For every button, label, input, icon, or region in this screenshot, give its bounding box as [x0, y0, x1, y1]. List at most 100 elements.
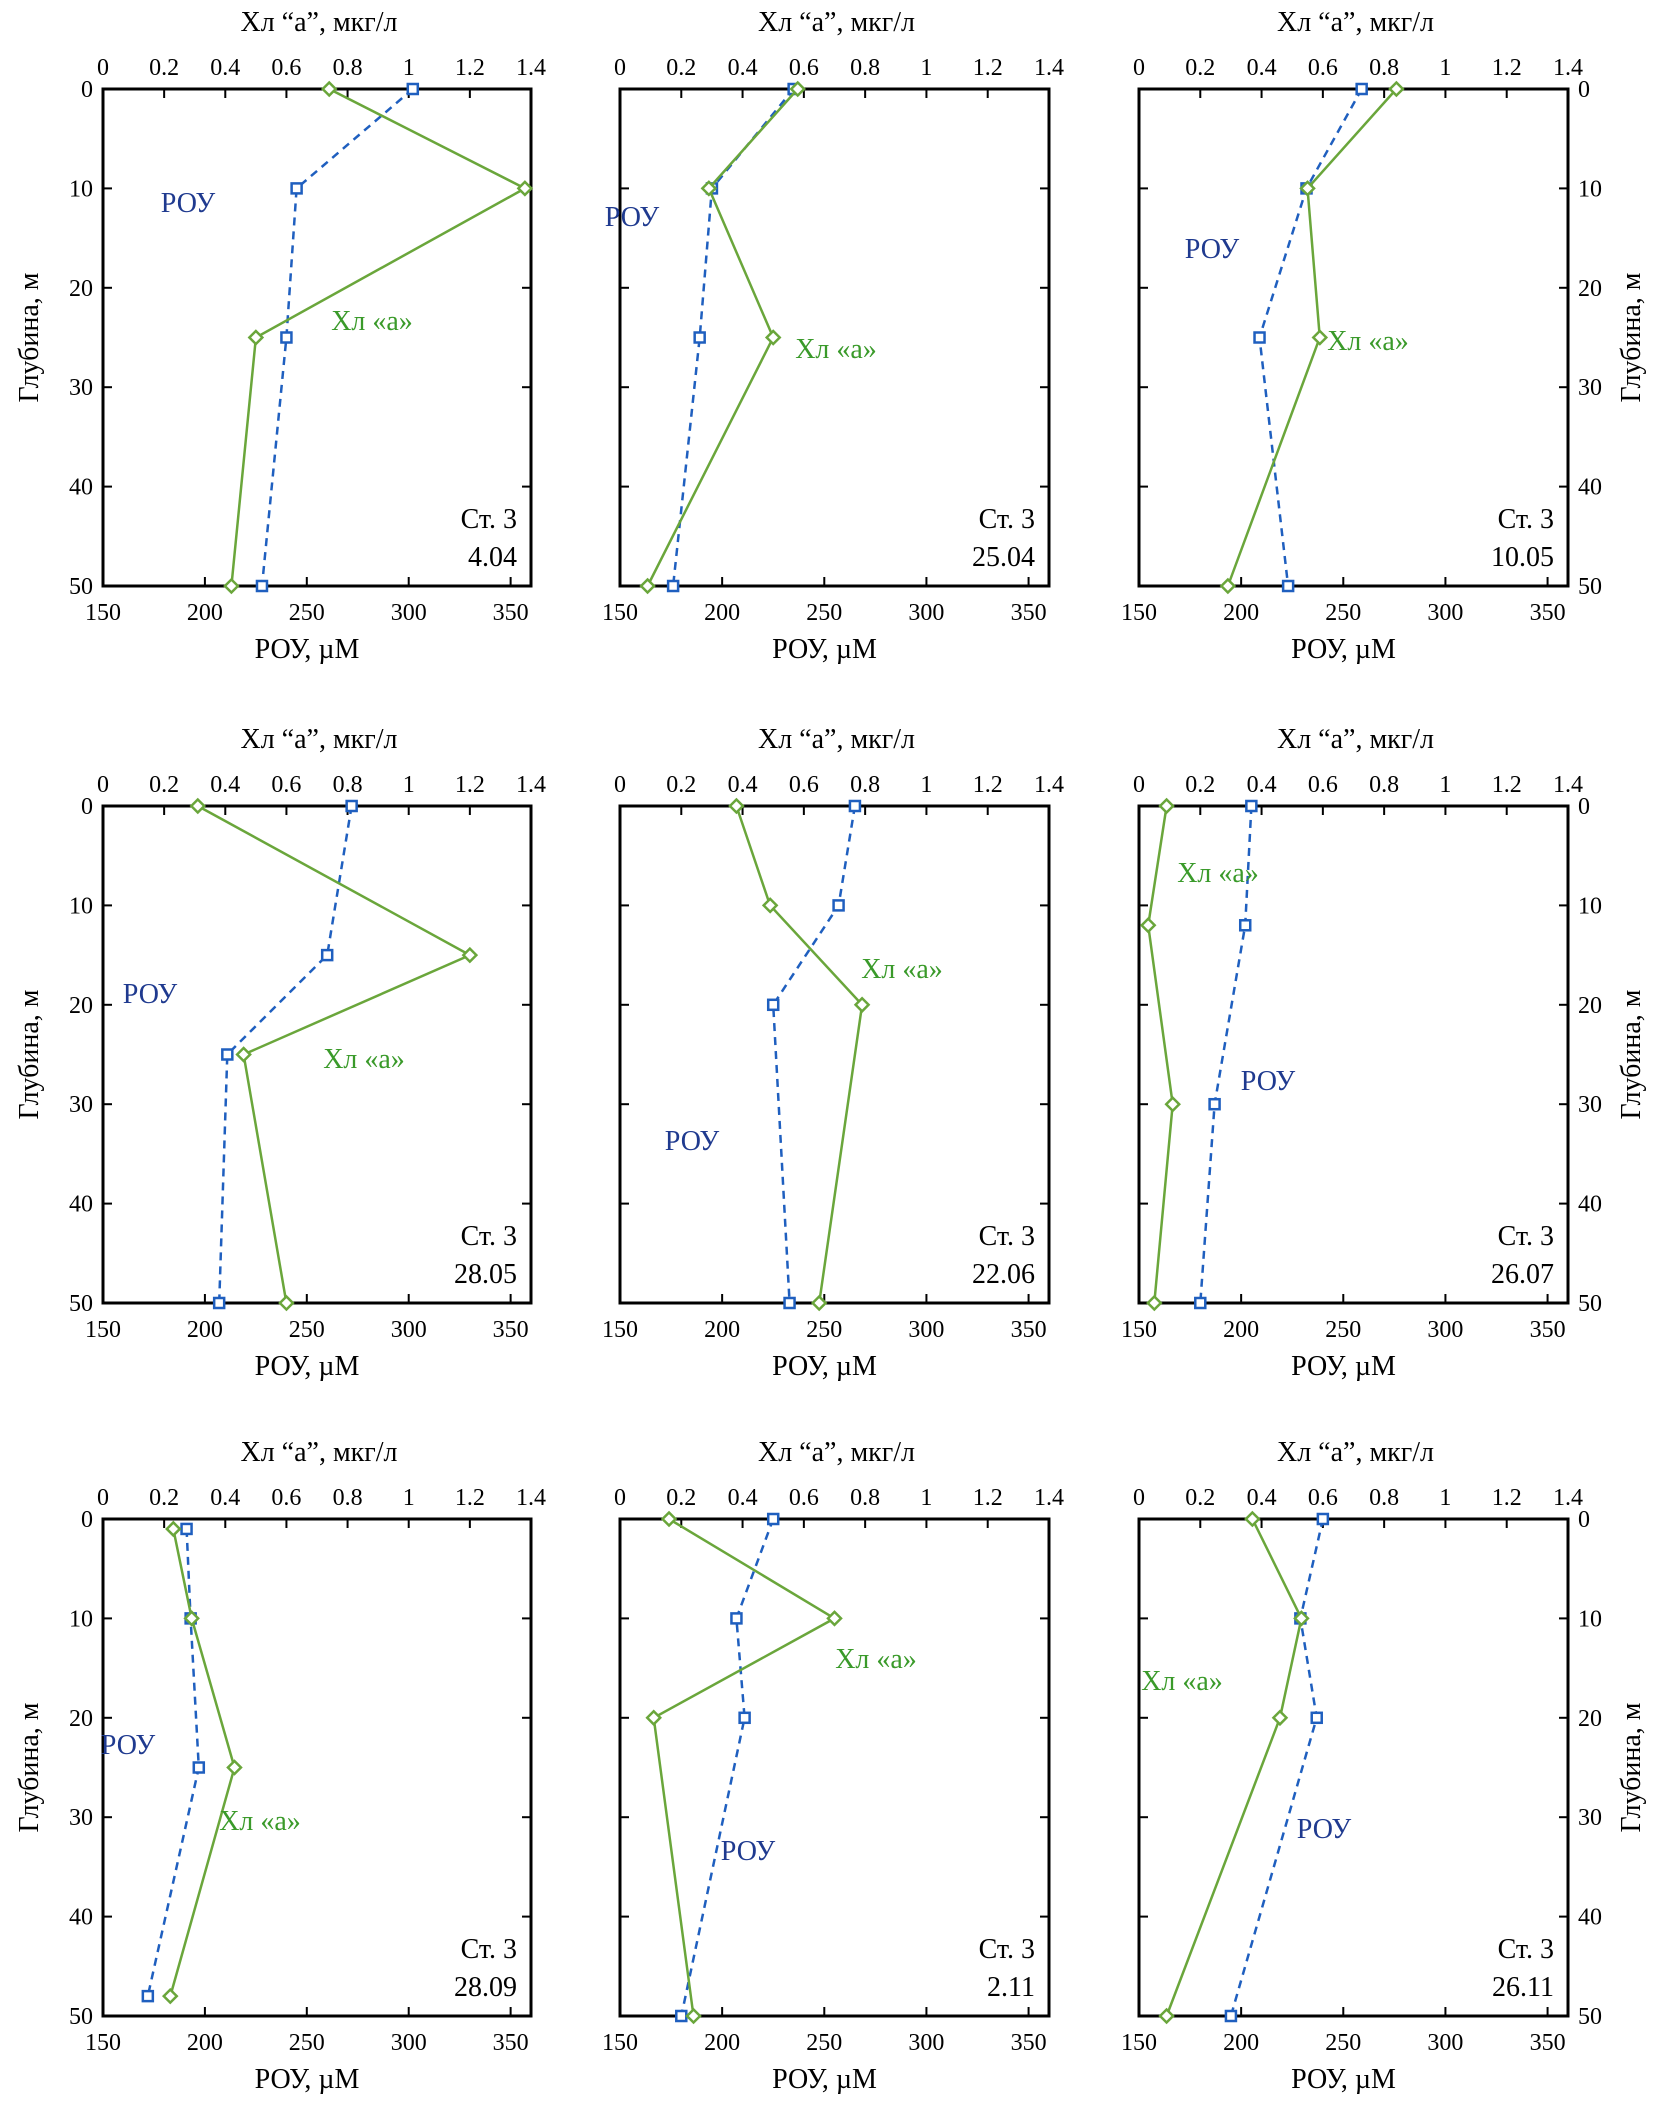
depth-tick-label: 30	[69, 375, 93, 401]
roy-tick-label: 300	[1427, 600, 1463, 626]
chl-tick-label: 0	[614, 772, 626, 798]
chl-tick-label: 1.4	[516, 55, 546, 81]
roy-tick-label: 300	[391, 2030, 427, 2056]
roy-series-line	[260, 88, 414, 587]
date-label: 26.11	[1492, 1972, 1554, 2003]
chl-tick-label: 0.4	[1247, 1485, 1277, 1511]
station-label: Ст. 3	[1498, 1221, 1554, 1252]
depth-tick-label: 50	[1578, 1291, 1602, 1317]
chl-tick-label: 0.6	[271, 772, 301, 798]
roy-tick-label: 350	[493, 600, 529, 626]
date-label: 25.04	[972, 542, 1035, 573]
roy-tick-label: 250	[1325, 1317, 1361, 1343]
chl-tick-label: 1	[1439, 55, 1451, 81]
depth-tick-label: 0	[81, 794, 93, 820]
roy-series-line	[680, 1518, 775, 2017]
roy-axis-title: РОУ, µМ	[772, 2064, 877, 2095]
chl-data-point	[810, 1294, 828, 1312]
depth-tick-label: 10	[69, 1606, 93, 1632]
roy-data-point	[1194, 1296, 1207, 1310]
roy-tick-label: 250	[1325, 600, 1361, 626]
chl-tick-label: 0.8	[1369, 1485, 1399, 1511]
roy-tick-label: 200	[704, 2030, 740, 2056]
chl-tick-label: 0	[614, 55, 626, 81]
chl-axis-title: Хл “а”, мкг/л	[758, 7, 915, 38]
date-label: 28.09	[454, 1972, 517, 2003]
depth-axis-title: Глубина, м	[14, 989, 45, 1119]
depth-tick-label: 20	[69, 1706, 93, 1732]
chl-tick-label: 1	[403, 55, 415, 81]
chl-data-point	[461, 946, 479, 964]
roy-data-point	[320, 948, 334, 962]
roy-data-point	[141, 1989, 155, 2003]
chl-axis-title: Хл “а”, мкг/л	[758, 1437, 915, 1468]
roy-tick-label: 150	[602, 2030, 638, 2056]
roy-axis-title: РОУ, µМ	[255, 1351, 360, 1382]
chl-data-point	[728, 797, 745, 815]
depth-tick-label: 50	[1578, 2004, 1602, 2030]
chl-tick-label: 0.6	[789, 1485, 819, 1511]
roy-tick-label: 300	[1427, 2030, 1463, 2056]
roy-series-label: РОУ	[1185, 234, 1240, 265]
chl-tick-label: 0.6	[1308, 55, 1338, 81]
chl-tick-label: 0.4	[210, 772, 240, 798]
roy-tick-label: 150	[85, 600, 121, 626]
roy-data-point	[1281, 579, 1295, 593]
roy-series-label: РОУ	[1241, 1066, 1296, 1097]
roy-tick-label: 350	[1011, 1317, 1047, 1343]
depth-tick-label: 50	[69, 574, 93, 600]
roy-tick-label: 250	[289, 1317, 325, 1343]
chl-tick-label: 1	[1439, 772, 1451, 798]
chl-axis-title: Хл “а”, мкг/л	[240, 7, 397, 38]
roy-data-point	[693, 331, 706, 344]
depth-axis-title: Глубина, м	[1616, 989, 1647, 1119]
chl-data-point	[761, 897, 779, 914]
chl-series-label: Хл «а»	[1327, 326, 1409, 357]
chl-tick-label: 0	[97, 772, 109, 798]
chl-tick-label: 0.2	[1185, 1485, 1215, 1511]
depth-tick-label: 40	[1578, 475, 1602, 501]
chl-tick-label: 0.8	[333, 1485, 363, 1511]
chl-tick-label: 1.2	[973, 772, 1003, 798]
depth-axis-title: Глубина, м	[1616, 1702, 1647, 1832]
roy-tick-label: 250	[806, 2030, 842, 2056]
chl-data-point	[1293, 1610, 1310, 1627]
chl-tick-label: 0.4	[210, 55, 240, 81]
depth-axis-title: Глубина, м	[14, 1702, 45, 1832]
chl-tick-label: 0	[1133, 55, 1145, 81]
chl-data-point	[685, 2007, 702, 2025]
roy-axis-title: РОУ, µМ	[772, 634, 877, 665]
roy-data-point	[1245, 799, 1258, 813]
depth-tick-label: 20	[69, 276, 93, 302]
roy-series-line	[671, 88, 795, 587]
roy-tick-label: 350	[1011, 600, 1047, 626]
plot-frame	[618, 804, 1051, 1305]
depth-tick-label: 40	[1578, 1192, 1602, 1218]
chl-data-point	[235, 1046, 252, 1063]
chl-data-point	[645, 1709, 662, 1727]
chl-data-point	[247, 329, 265, 346]
roy-tick-label: 150	[1121, 600, 1157, 626]
chl-tick-label: 0.2	[666, 1485, 696, 1511]
chl-tick-label: 0.6	[271, 55, 301, 81]
roy-series-label: РОУ	[161, 188, 216, 219]
chl-data-point	[660, 1510, 678, 1528]
roy-series-label: РОУ	[605, 202, 660, 233]
chl-tick-label: 1.4	[1553, 772, 1583, 798]
chl-tick-label: 1	[403, 1485, 415, 1511]
depth-tick-label: 10	[69, 176, 93, 202]
depth-tick-label: 0	[1578, 794, 1590, 820]
chl-series-line	[1165, 1518, 1303, 2017]
chl-axis-title: Хл “а”, мкг/л	[1277, 724, 1434, 755]
roy-tick-label: 250	[289, 2030, 325, 2056]
chl-tick-label: 0.8	[333, 55, 363, 81]
chl-axis-title: Хл “а”, мкг/л	[1277, 1437, 1434, 1468]
roy-tick-label: 300	[908, 600, 944, 626]
depth-tick-label: 50	[69, 2004, 93, 2030]
date-label: 4.04	[468, 542, 517, 573]
roy-tick-label: 250	[289, 600, 325, 626]
